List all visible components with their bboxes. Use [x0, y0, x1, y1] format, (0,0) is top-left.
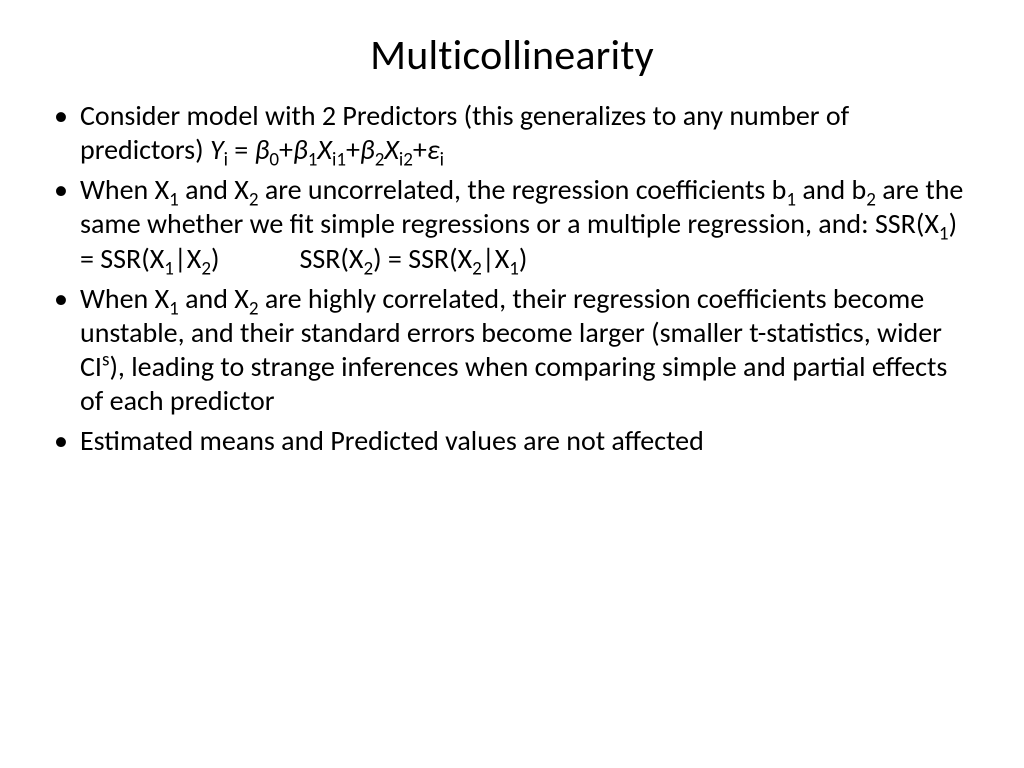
bullet-3: When X1 and X2 are highly correlated, th… — [48, 282, 976, 419]
beta-0: β — [255, 132, 270, 167]
sub-i2: i2 — [399, 149, 413, 172]
plus-2: + — [346, 132, 360, 167]
b2-s7: 2 — [201, 257, 211, 280]
bullet-4: Estimated means and Predicted values are… — [48, 424, 976, 458]
var-Y: Y — [210, 132, 224, 167]
sub-i1: i1 — [332, 149, 346, 172]
b2-t7: |X — [174, 241, 201, 276]
b3-t4: ), leading to strange inferences when co… — [80, 349, 947, 418]
sub-2: 2 — [375, 149, 385, 172]
b2-s5: 1 — [939, 223, 949, 246]
b2-s9: 2 — [363, 257, 373, 280]
slide: Multicollinearity Consider model with 2 … — [0, 0, 1024, 768]
sub-0: 0 — [269, 149, 279, 172]
b2-t9: SSR(X — [299, 241, 363, 276]
b2-s10: 2 — [472, 257, 482, 280]
bullet-list: Consider model with 2 Predictors (this g… — [48, 99, 976, 459]
plus-3: + — [413, 132, 427, 167]
beta-2: β — [360, 132, 375, 167]
bullet-2: When X1 and X2 are uncorrelated, the reg… — [48, 173, 976, 275]
b2-t8: ) — [211, 241, 220, 276]
b2-t4: and b — [796, 172, 866, 207]
sub-1: 1 — [308, 149, 318, 172]
b3-t2: and X — [179, 281, 249, 316]
plus-1: + — [279, 132, 293, 167]
eq-sign: = — [228, 132, 255, 167]
b2-t10: ) = SSR(X — [373, 241, 472, 276]
b4-text: Estimated means and Predicted values are… — [80, 423, 704, 458]
bullet-1-text: Consider model with 2 Predictors (this g… — [80, 98, 849, 167]
b2-s6: 1 — [164, 257, 174, 280]
bullet-1: Consider model with 2 Predictors (this g… — [48, 99, 976, 167]
b2-t12: ) — [519, 241, 528, 276]
var-X1: X — [317, 132, 332, 167]
b2-t2: and X — [179, 172, 249, 207]
b2-t3: are uncorrelated, the regression coeffic… — [258, 172, 786, 207]
beta-1: β — [293, 132, 308, 167]
var-X2: X — [384, 132, 399, 167]
b2-t11: |X — [482, 241, 509, 276]
slide-title: Multicollinearity — [48, 30, 976, 81]
b2-t1: When X — [80, 172, 169, 207]
b3-t1: When X — [80, 281, 169, 316]
b2-s11: 1 — [509, 257, 519, 280]
epsilon: ε — [427, 132, 440, 167]
sub-eps-i: i — [440, 149, 444, 172]
